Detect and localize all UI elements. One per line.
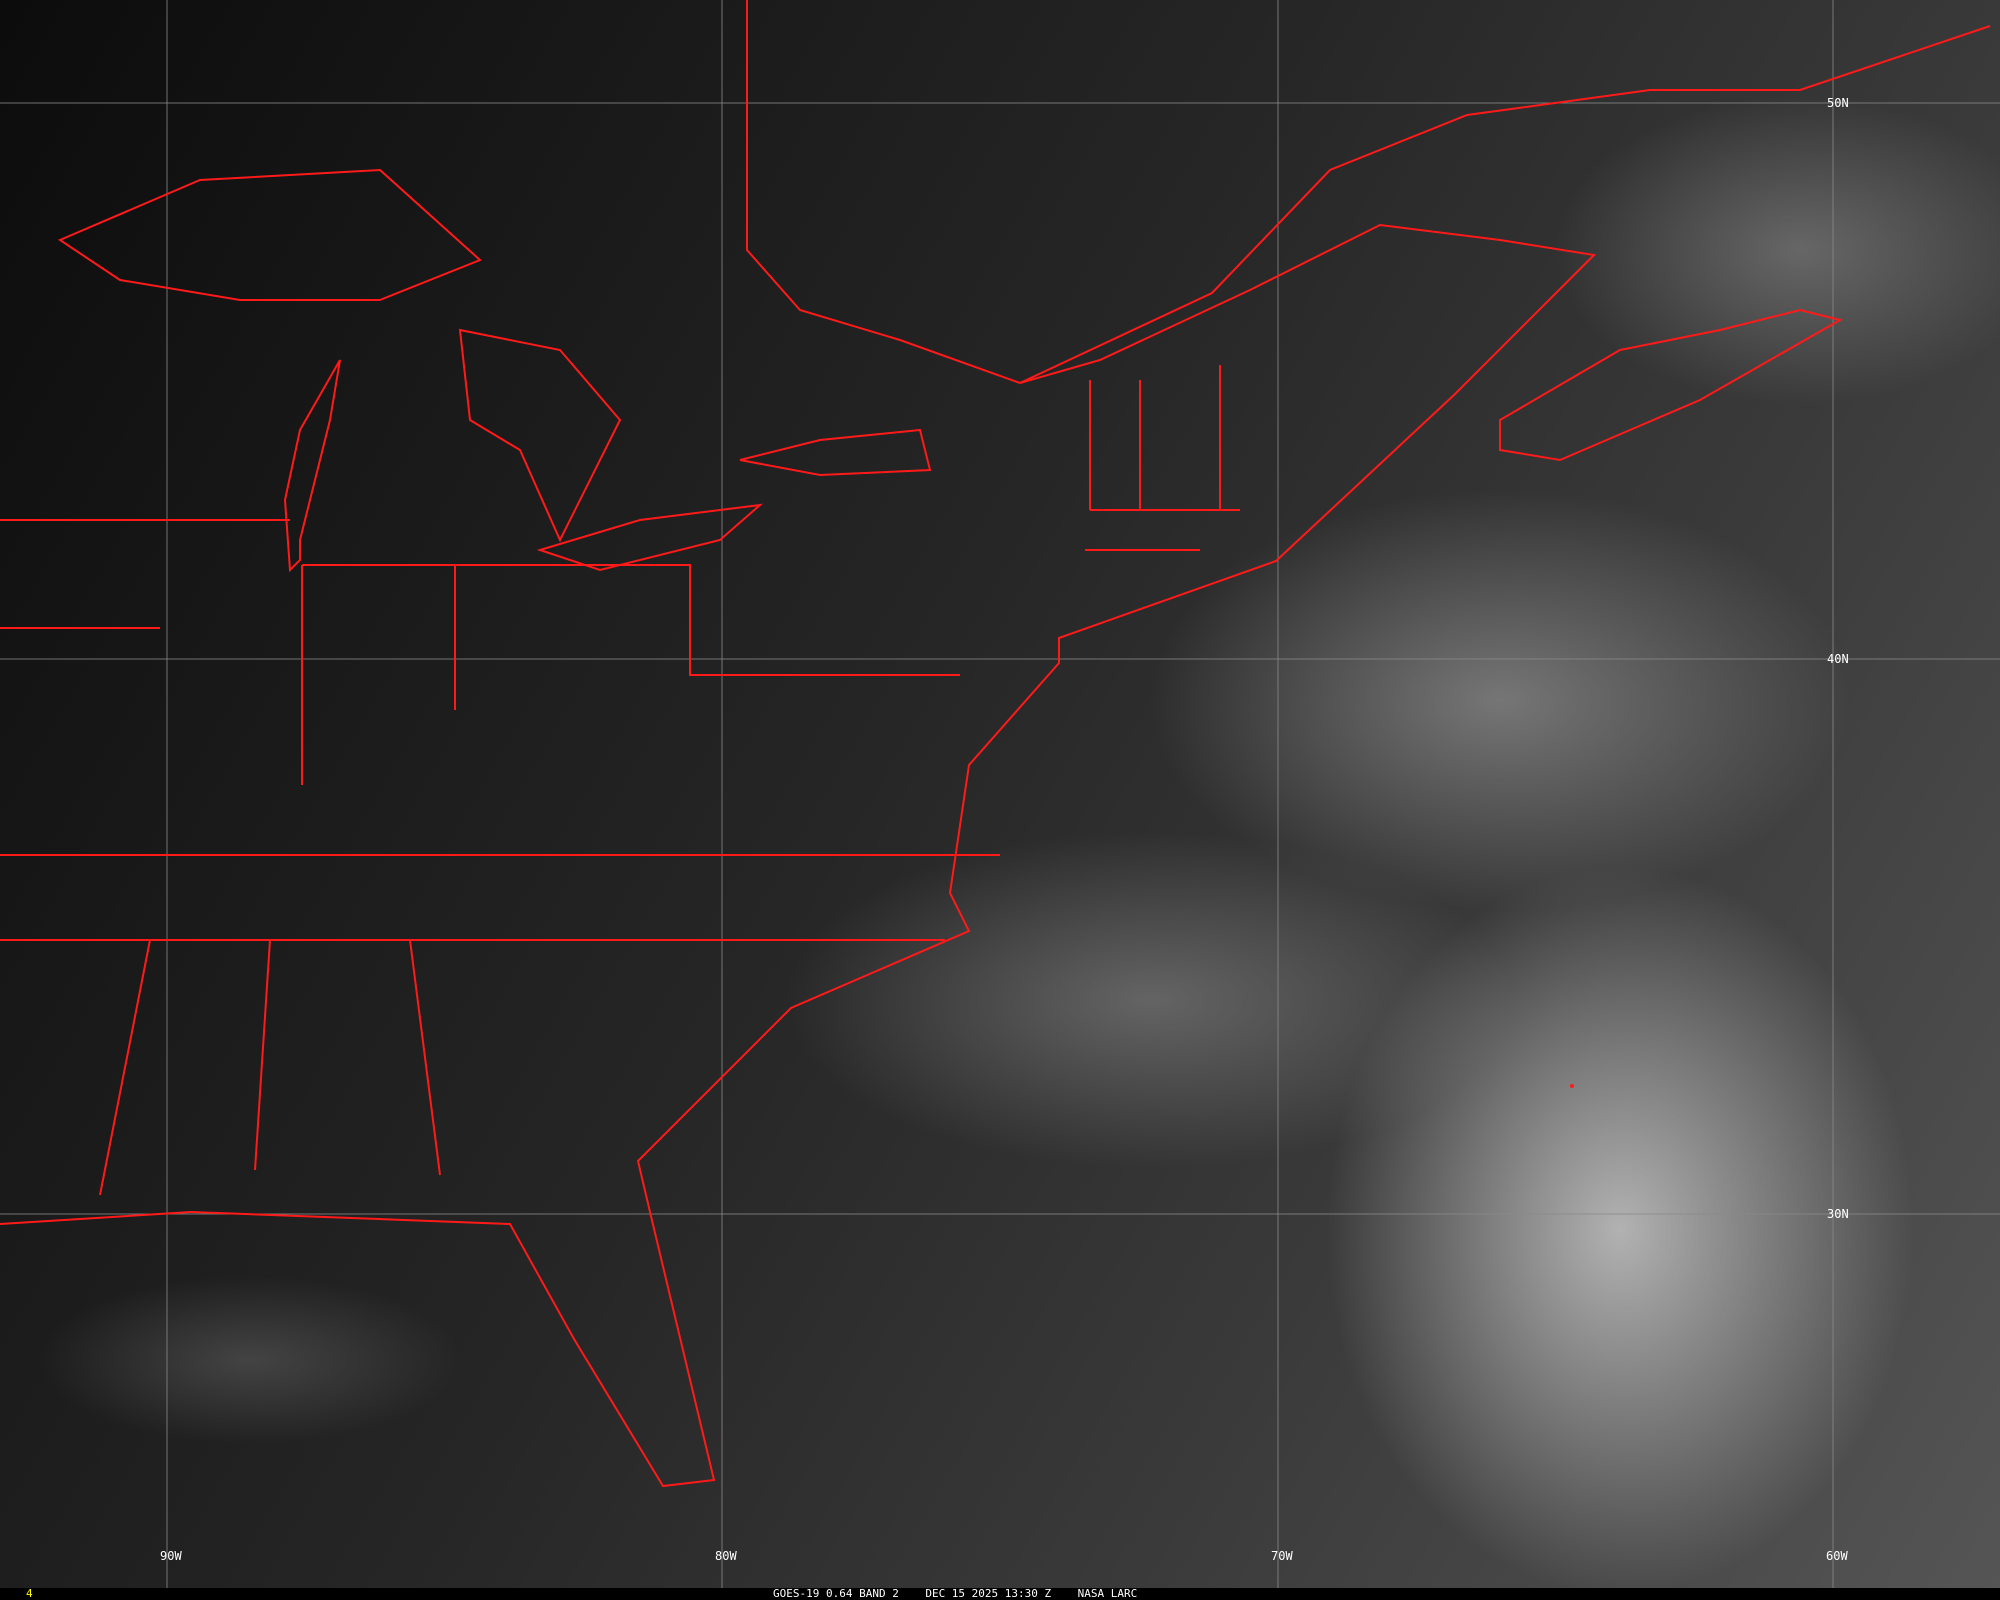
lat-label-40n: 40N (1827, 652, 1849, 666)
lon-label-60w: 60W (1826, 1549, 1848, 1563)
state-borders (0, 365, 1240, 1196)
us-canada-border (746, 0, 1021, 384)
lake-erie (536, 503, 764, 572)
political-borders (0, 0, 1991, 1488)
lake-ontario (739, 428, 932, 477)
lat-label-50n: 50N (1827, 96, 1849, 110)
buoy-marker (1570, 1084, 1574, 1088)
lake-superior (57, 168, 482, 301)
east-coastline (0, 394, 1455, 1488)
frame-number: 4 (26, 1587, 33, 1600)
gulf-st-lawrence-coast (1019, 223, 1597, 396)
lon-label-90w: 90W (160, 1549, 182, 1563)
lon-label-70w: 70W (1271, 1549, 1293, 1563)
lon-label-80w: 80W (715, 1549, 737, 1563)
caption-bar (0, 1588, 2000, 1600)
nova-scotia (1499, 308, 1843, 462)
lake-huron (458, 328, 622, 543)
st-lawrence-coast (1019, 25, 1991, 384)
image-caption: GOES-19 0.64 BAND 2 DEC 15 2025 13:30 Z … (773, 1587, 1138, 1600)
lat-label-30n: 30N (1827, 1207, 1849, 1221)
lake-michigan (283, 359, 341, 573)
